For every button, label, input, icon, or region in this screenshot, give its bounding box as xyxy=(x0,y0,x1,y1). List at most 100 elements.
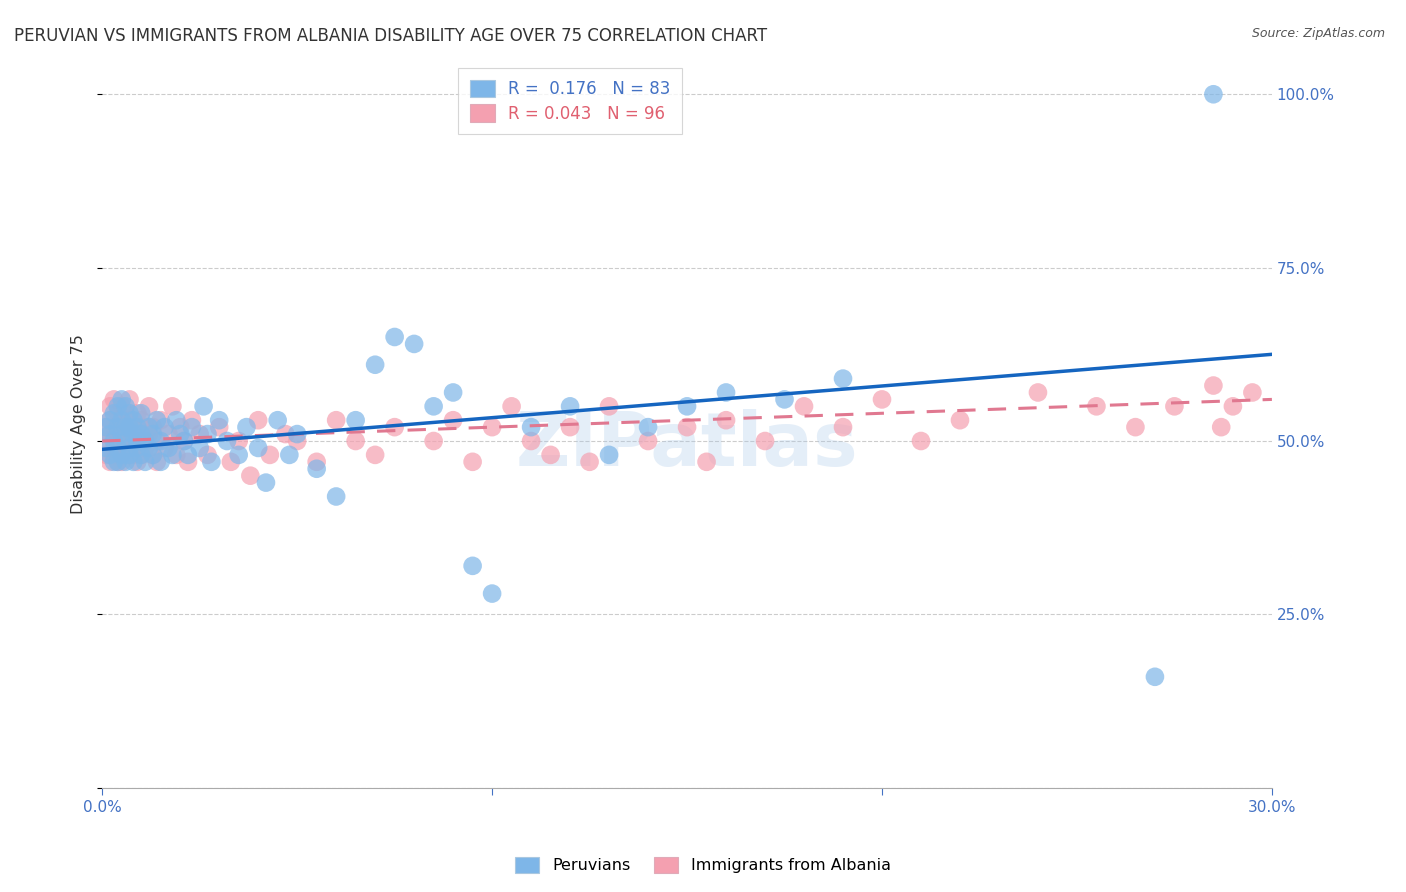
Point xyxy=(461,455,484,469)
Point xyxy=(103,441,125,455)
Point xyxy=(98,427,121,442)
Point xyxy=(441,413,464,427)
Point xyxy=(114,420,136,434)
Point xyxy=(122,455,145,469)
Legend: R =  0.176   N = 83, R = 0.043   N = 96: R = 0.176 N = 83, R = 0.043 N = 96 xyxy=(458,68,682,135)
Point xyxy=(422,434,444,448)
Point xyxy=(676,400,699,414)
Point xyxy=(637,420,659,434)
Point xyxy=(162,448,184,462)
Point xyxy=(107,406,129,420)
Point xyxy=(219,455,242,469)
Point xyxy=(138,400,160,414)
Point xyxy=(94,420,117,434)
Point xyxy=(200,455,222,469)
Point xyxy=(114,420,136,434)
Point xyxy=(134,441,156,455)
Point xyxy=(98,427,121,442)
Point xyxy=(107,400,129,414)
Point xyxy=(364,448,387,462)
Point xyxy=(598,400,620,414)
Point xyxy=(94,420,117,434)
Point xyxy=(910,434,932,448)
Point xyxy=(169,420,191,434)
Legend: Peruvians, Immigrants from Albania: Peruvians, Immigrants from Albania xyxy=(509,850,897,880)
Point xyxy=(111,392,134,407)
Point xyxy=(134,434,156,448)
Point xyxy=(1085,400,1108,414)
Point xyxy=(274,427,297,442)
Point xyxy=(103,420,125,434)
Point xyxy=(558,420,581,434)
Point xyxy=(149,413,172,427)
Point xyxy=(1143,670,1166,684)
Point xyxy=(162,400,184,414)
Point xyxy=(157,441,180,455)
Point xyxy=(344,434,367,448)
Point xyxy=(134,455,156,469)
Point xyxy=(127,427,149,442)
Point xyxy=(103,455,125,469)
Point xyxy=(285,427,308,442)
Text: ZIPatlas: ZIPatlas xyxy=(516,409,859,482)
Point xyxy=(1026,385,1049,400)
Point xyxy=(949,413,972,427)
Point xyxy=(111,413,134,427)
Point xyxy=(832,420,855,434)
Point xyxy=(138,420,160,434)
Point xyxy=(1202,87,1225,102)
Point xyxy=(127,441,149,455)
Point xyxy=(111,400,134,414)
Y-axis label: Disability Age Over 75: Disability Age Over 75 xyxy=(72,334,86,514)
Point xyxy=(165,413,187,427)
Point xyxy=(122,413,145,427)
Point xyxy=(118,441,141,455)
Point xyxy=(696,455,718,469)
Point xyxy=(127,434,149,448)
Point xyxy=(188,441,211,455)
Point xyxy=(247,413,270,427)
Point xyxy=(118,441,141,455)
Point xyxy=(870,392,893,407)
Point xyxy=(285,434,308,448)
Point xyxy=(122,448,145,462)
Point xyxy=(754,434,776,448)
Point xyxy=(94,441,117,455)
Point xyxy=(180,413,202,427)
Point xyxy=(94,434,117,448)
Point xyxy=(481,586,503,600)
Point xyxy=(142,448,165,462)
Point xyxy=(98,413,121,427)
Point xyxy=(578,455,600,469)
Point xyxy=(142,420,165,434)
Point xyxy=(111,455,134,469)
Point xyxy=(254,475,277,490)
Point xyxy=(1222,400,1244,414)
Point xyxy=(714,413,737,427)
Point xyxy=(1211,420,1233,434)
Point xyxy=(165,448,187,462)
Point xyxy=(107,455,129,469)
Point xyxy=(129,406,152,420)
Point xyxy=(173,434,195,448)
Point xyxy=(384,330,406,344)
Point xyxy=(118,420,141,434)
Point xyxy=(153,420,176,434)
Point xyxy=(188,427,211,442)
Point xyxy=(305,455,328,469)
Point xyxy=(146,434,169,448)
Point xyxy=(114,434,136,448)
Point xyxy=(215,434,238,448)
Point xyxy=(404,337,426,351)
Point xyxy=(118,427,141,442)
Point xyxy=(127,406,149,420)
Point xyxy=(134,420,156,434)
Point xyxy=(153,441,176,455)
Point xyxy=(103,434,125,448)
Point xyxy=(177,455,200,469)
Point xyxy=(114,434,136,448)
Point xyxy=(832,371,855,385)
Point xyxy=(1202,378,1225,392)
Point xyxy=(637,434,659,448)
Point xyxy=(127,455,149,469)
